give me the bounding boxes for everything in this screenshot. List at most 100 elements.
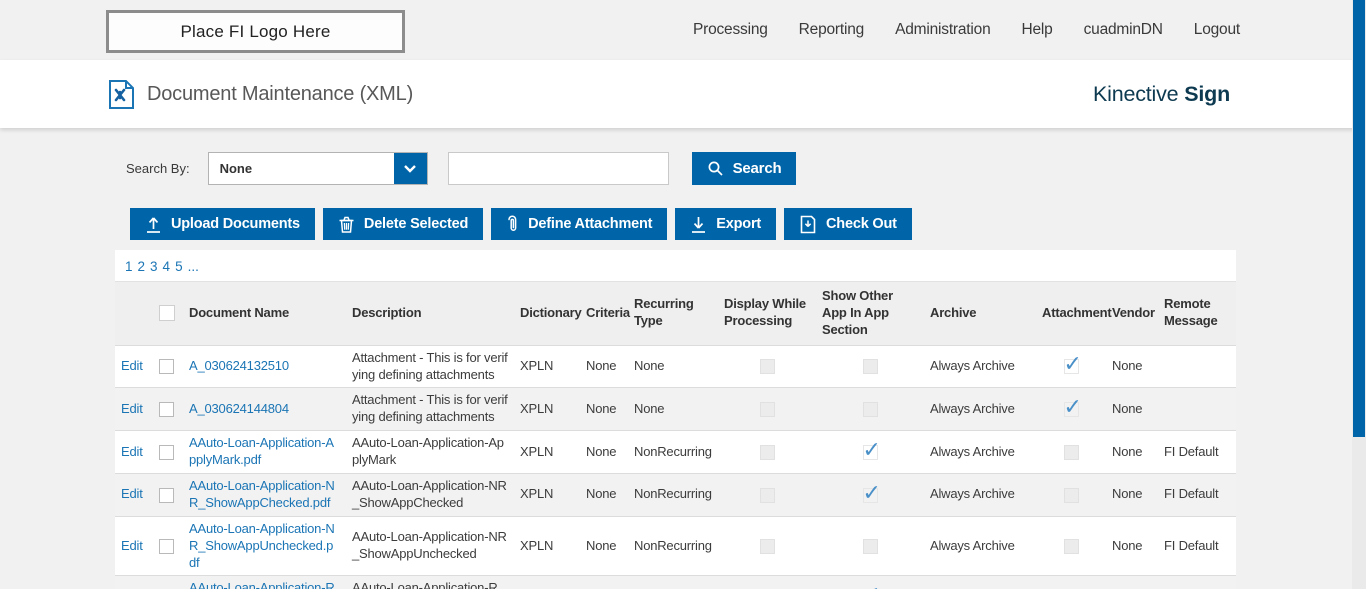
show-other-app-checkbox bbox=[862, 538, 878, 554]
document-name-link[interactable]: A_030624144804 bbox=[189, 400, 289, 416]
scrollbar-track[interactable] bbox=[1352, 0, 1366, 589]
row-checkbox[interactable] bbox=[159, 487, 174, 503]
upload-documents-button[interactable]: Upload Documents bbox=[130, 208, 315, 240]
fi-logo-placeholder: Place FI Logo Here bbox=[106, 10, 405, 53]
page-more-link[interactable]: ... bbox=[187, 259, 199, 274]
nav-reporting[interactable]: Reporting bbox=[798, 21, 865, 38]
edit-link[interactable]: Edit bbox=[121, 400, 143, 416]
select-all-checkbox[interactable] bbox=[159, 305, 175, 322]
edit-link[interactable]: Edit bbox=[121, 537, 143, 553]
criteria-cell: None bbox=[580, 387, 628, 432]
document-name-link[interactable]: AAuto-Loan-Application-NR_ShowAppChecked… bbox=[189, 478, 335, 510]
display-while-processing-checkbox bbox=[759, 538, 775, 554]
recurring-type-cell: NonRecurring bbox=[628, 430, 718, 475]
header-recurring-type: Recurring Type bbox=[628, 281, 718, 346]
remote-message-cell bbox=[1158, 345, 1236, 389]
remote-message-cell: FI Default bbox=[1158, 430, 1236, 475]
page-3-link[interactable]: 3 bbox=[150, 259, 158, 274]
attachment-checkbox bbox=[1063, 350, 1082, 379]
recurring-type-cell: Recurring bbox=[628, 575, 718, 589]
recurring-type-cell: None bbox=[628, 345, 718, 389]
display-while-processing-checkbox bbox=[759, 487, 775, 503]
attachment-checkbox bbox=[1063, 393, 1082, 422]
nav-logout[interactable]: Logout bbox=[1193, 21, 1240, 38]
attachment-checkbox bbox=[1063, 538, 1079, 554]
header-criteria: Criteria bbox=[580, 281, 630, 346]
upload-documents-label: Upload Documents bbox=[171, 216, 300, 232]
page-1-link[interactable]: 1 bbox=[125, 259, 133, 274]
table-row: Edit AAuto-Loan-Application-NR_ShowAppUn… bbox=[115, 516, 1236, 577]
document-name-link[interactable]: AAuto-Loan-Application-R_ShowAppChecked.… bbox=[189, 580, 335, 589]
document-name-link[interactable]: A_030624132510 bbox=[189, 358, 289, 374]
search-input[interactable] bbox=[447, 152, 669, 185]
nav-processing[interactable]: Processing bbox=[692, 21, 768, 38]
dictionary-cell: XPLN bbox=[514, 516, 580, 577]
table-row: Edit AAuto-Loan-Application-R_ShowAppChe… bbox=[115, 575, 1236, 589]
nav-administration[interactable]: Administration bbox=[895, 21, 991, 38]
check-out-button[interactable]: Check Out bbox=[784, 208, 912, 240]
attachment-checkbox bbox=[1063, 487, 1079, 503]
dictionary-cell: XPLN bbox=[514, 345, 580, 389]
row-checkbox[interactable] bbox=[159, 538, 174, 554]
trash-icon bbox=[338, 215, 355, 234]
remote-message-cell: FI Default bbox=[1158, 516, 1236, 577]
table-row: Edit AAuto-Loan-Application-ApplyMark.pd… bbox=[115, 430, 1236, 475]
export-button[interactable]: Export bbox=[675, 208, 777, 240]
search-by-select[interactable]: None bbox=[207, 152, 428, 185]
criteria-cell: None bbox=[580, 516, 628, 577]
define-attachment-button[interactable]: Define Attachment bbox=[491, 208, 668, 240]
page-2-link[interactable]: 2 bbox=[137, 259, 146, 274]
criteria-cell: None bbox=[580, 575, 628, 589]
pagination: 1 2 3 4 5 ... bbox=[115, 250, 1236, 281]
header-document-name: Document Name bbox=[183, 281, 346, 346]
xml-document-icon bbox=[108, 79, 135, 110]
description-cell: AAuto-Loan-Application-NR_ShowAppUncheck… bbox=[346, 516, 514, 577]
search-button[interactable]: Search bbox=[691, 152, 797, 185]
header-description: Description bbox=[346, 281, 514, 346]
archive-cell: Always Archive bbox=[924, 430, 1036, 475]
table-header-row: Document Name Description Dictionary Cri… bbox=[115, 281, 1236, 346]
row-checkbox[interactable] bbox=[159, 444, 174, 460]
row-checkbox[interactable] bbox=[159, 401, 174, 417]
delete-selected-button[interactable]: Delete Selected bbox=[322, 208, 484, 240]
vendor-cell: None bbox=[1106, 430, 1158, 475]
nav-user-cuadmindn[interactable]: cuadminDN bbox=[1083, 21, 1163, 38]
vendor-cell: None bbox=[1106, 575, 1158, 589]
scrollbar-thumb[interactable] bbox=[1353, 0, 1365, 437]
recurring-type-cell: NonRecurring bbox=[628, 473, 718, 517]
archive-cell: Always Archive bbox=[924, 473, 1036, 517]
dictionary-cell: XPLN bbox=[514, 575, 580, 589]
vendor-cell: None bbox=[1106, 345, 1158, 389]
page-5-link[interactable]: 5 bbox=[175, 259, 183, 274]
chevron-down-icon[interactable] bbox=[393, 153, 427, 184]
header-remote-message: Remote Message bbox=[1158, 281, 1236, 346]
export-label: Export bbox=[716, 216, 762, 232]
dictionary-cell: XPLN bbox=[514, 430, 580, 475]
document-name-link[interactable]: AAuto-Loan-Application-NR_ShowAppUncheck… bbox=[189, 520, 335, 570]
search-row: Search By: None Search bbox=[126, 152, 1366, 185]
page-4-link[interactable]: 4 bbox=[162, 259, 171, 274]
document-download-icon bbox=[799, 215, 817, 234]
recurring-type-cell: NonRecurring bbox=[628, 516, 718, 577]
edit-link[interactable]: Edit bbox=[121, 443, 143, 459]
document-name-link[interactable]: AAuto-Loan-Application-ApplyMark.pdf bbox=[189, 435, 334, 468]
criteria-cell: None bbox=[580, 430, 628, 475]
row-checkbox[interactable] bbox=[159, 359, 174, 375]
document-table-body: Edit A_030624132510 Attachment - This is… bbox=[115, 345, 1236, 589]
description-cell: AAuto-Loan-Application-NR_ShowAppChecked bbox=[346, 473, 514, 517]
brand-name: Kinective bbox=[1092, 81, 1179, 106]
nav-help[interactable]: Help bbox=[1021, 21, 1053, 38]
remote-message-cell: FI Default bbox=[1158, 575, 1236, 589]
fi-logo-text: Place FI Logo Here bbox=[180, 21, 331, 41]
display-while-processing-checkbox bbox=[759, 444, 775, 460]
show-other-app-checkbox bbox=[862, 436, 881, 464]
header-attachment: Attachment bbox=[1036, 281, 1112, 346]
edit-link[interactable]: Edit bbox=[121, 358, 143, 374]
description-cell: AAuto-Loan-Application-ApplyMark bbox=[346, 430, 514, 475]
header-vendor: Vendor bbox=[1106, 281, 1158, 346]
kinective-sign-logo: Kinective Sign bbox=[1093, 82, 1230, 107]
delete-selected-label: Delete Selected bbox=[363, 216, 469, 232]
edit-link[interactable]: Edit bbox=[121, 486, 143, 502]
recurring-type-cell: None bbox=[628, 387, 718, 432]
page-title: Document Maintenance (XML) bbox=[147, 82, 414, 105]
